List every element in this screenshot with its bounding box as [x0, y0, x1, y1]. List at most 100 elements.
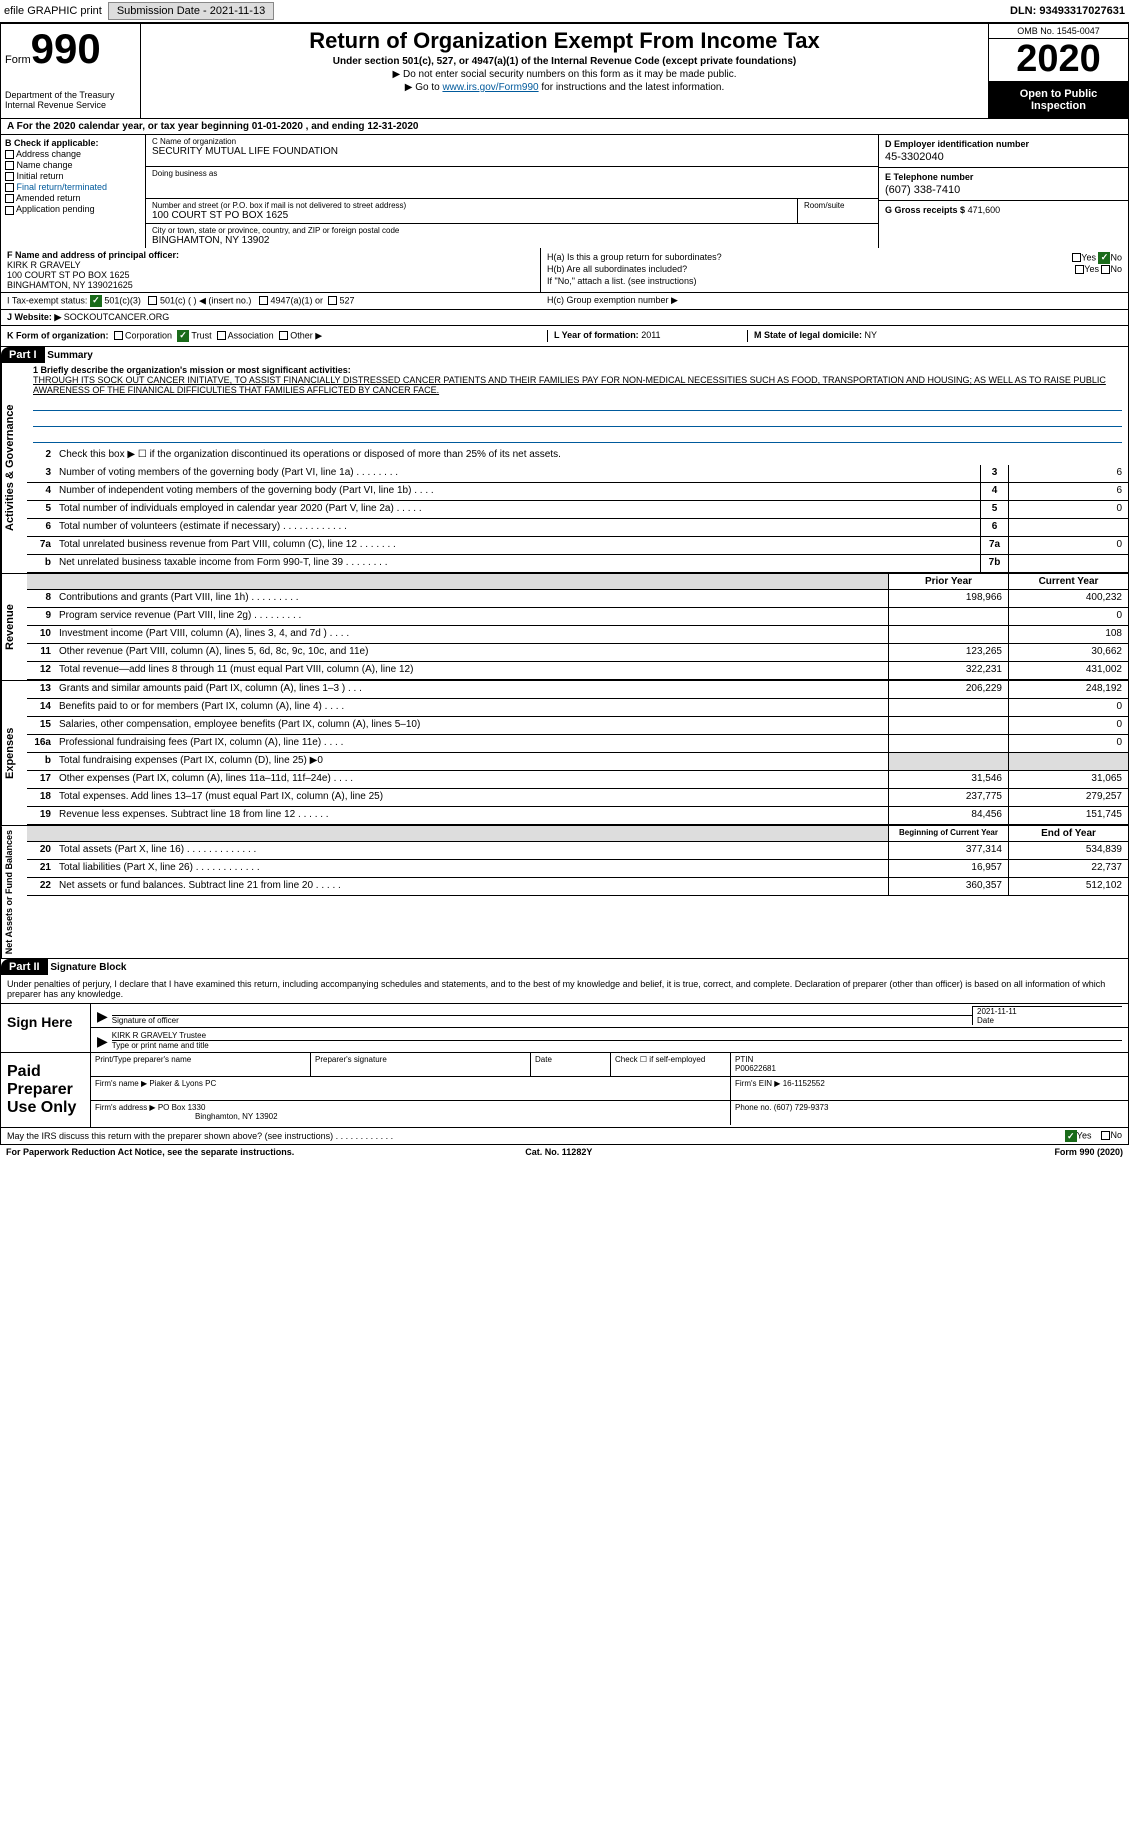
form990-link[interactable]: www.irs.gov/Form990: [442, 82, 538, 93]
prep-date-label: Date: [531, 1053, 611, 1076]
check-trust[interactable]: ✓: [177, 330, 189, 342]
hb-row: H(b) Are all subordinates included? Yes …: [547, 264, 1122, 274]
part1-header: Part I: [1, 347, 45, 363]
eoy-header: End of Year: [1008, 826, 1128, 841]
discuss-text: May the IRS discuss this return with the…: [7, 1131, 1065, 1141]
row-j: J Website: ▶ SOCKOUTCANCER.ORG: [0, 310, 1129, 326]
year-formation: 2011: [641, 330, 660, 340]
sign-here-label: Sign Here: [1, 1004, 91, 1052]
check-amended-return[interactable]: Amended return: [5, 193, 141, 203]
arrow-icon: ▶: [97, 1008, 108, 1025]
period-row: A For the 2020 calendar year, or tax yea…: [0, 119, 1129, 135]
mission-text: THROUGH ITS SOCK OUT CANCER INITIATVE, T…: [33, 375, 1122, 395]
line-9: 9 Program service revenue (Part VIII, li…: [27, 608, 1128, 626]
paid-preparer-label: Paid Preparer Use Only: [1, 1053, 91, 1127]
submission-date-button[interactable]: Submission Date - 2021-11-13: [108, 2, 274, 20]
discuss-yes[interactable]: ✓: [1065, 1130, 1077, 1142]
check-4947[interactable]: [259, 296, 268, 305]
cat-no: Cat. No. 11282Y: [525, 1147, 592, 1157]
row-i: I Tax-exempt status: ✓ 501(c)(3) 501(c) …: [0, 293, 1129, 310]
line-b: b Total fundraising expenses (Part IX, c…: [27, 753, 1128, 771]
website: SOCKOUTCANCER.ORG: [64, 312, 170, 322]
org-city: BINGHAMTON, NY 13902: [152, 235, 872, 246]
form-word: Form: [5, 54, 31, 66]
check-assoc[interactable]: [217, 331, 226, 340]
bottom-line: For Paperwork Reduction Act Notice, see …: [0, 1145, 1129, 1159]
open-public: Open to Public Inspection: [989, 82, 1128, 118]
check-501c[interactable]: [148, 296, 157, 305]
self-employed[interactable]: Check ☐ if self-employed: [611, 1053, 731, 1076]
line-22: 22 Net assets or fund balances. Subtract…: [27, 878, 1128, 896]
check-initial-return[interactable]: Initial return: [5, 171, 141, 181]
sig-date: 2021-11-11: [977, 1007, 1017, 1016]
column-c: C Name of organization SECURITY MUTUAL L…: [146, 135, 878, 248]
ha-no[interactable]: ✓: [1098, 252, 1110, 264]
line-5: 5 Total number of individuals employed i…: [27, 501, 1128, 519]
name-label: C Name of organization: [152, 137, 872, 146]
dln: DLN: 93493317027631: [1010, 5, 1125, 17]
officer-name-title: KIRK R GRAVELY Trustee: [112, 1031, 206, 1040]
row-k: K Form of organization: Corporation ✓ Tr…: [0, 326, 1129, 347]
discuss-row: May the IRS discuss this return with the…: [0, 1128, 1129, 1145]
hb-yes[interactable]: [1075, 265, 1084, 274]
line-15: 15 Salaries, other compensation, employe…: [27, 717, 1128, 735]
line-20: 20 Total assets (Part X, line 16) . . . …: [27, 842, 1128, 860]
check-other[interactable]: [279, 331, 288, 340]
hb-note: If "No," attach a list. (see instruction…: [547, 276, 1122, 286]
line-16a: 16a Professional fundraising fees (Part …: [27, 735, 1128, 753]
print-name-label: Print/Type preparer's name: [91, 1053, 311, 1076]
part2-header: Part II: [1, 959, 48, 975]
part1-title: Summary: [47, 350, 93, 361]
check-corp[interactable]: [114, 331, 123, 340]
city-label: City or town, state or province, country…: [152, 226, 872, 235]
declaration: Under penalties of perjury, I declare th…: [1, 975, 1128, 1003]
check-527[interactable]: [328, 296, 337, 305]
gross-receipts: 471,600: [968, 205, 1001, 215]
form-header: Form 990 Department of the Treasury Inte…: [0, 23, 1129, 119]
instruction-2: ▶ Go to www.irs.gov/Form990 for instruct…: [149, 82, 980, 93]
boy-header: Beginning of Current Year: [888, 826, 1008, 841]
prep-sig-label: Preparer's signature: [311, 1053, 531, 1076]
ha-row: H(a) Is this a group return for subordin…: [547, 252, 1122, 262]
org-name: SECURITY MUTUAL LIFE FOUNDATION: [152, 146, 872, 157]
current-year-header: Current Year: [1008, 574, 1128, 589]
instruction-1: ▶ Do not enter social security numbers o…: [149, 69, 980, 80]
part-2: Part II Signature Block Under penalties …: [0, 959, 1129, 1128]
section-fgh: F Name and address of principal officer:…: [0, 248, 1129, 293]
line-19: 19 Revenue less expenses. Subtract line …: [27, 807, 1128, 825]
line-18: 18 Total expenses. Add lines 13–17 (must…: [27, 789, 1128, 807]
col-b-header: B Check if applicable:: [5, 138, 141, 148]
ptin: P00622681: [735, 1064, 776, 1073]
addr-label: Number and street (or P.O. box if mail i…: [152, 201, 791, 210]
ha-yes[interactable]: [1072, 253, 1081, 262]
form-subtitle: Under section 501(c), 527, or 4947(a)(1)…: [149, 56, 980, 67]
tax-year: 2020: [989, 39, 1128, 82]
header-mid: Return of Organization Exempt From Incom…: [141, 24, 988, 118]
i-label: I Tax-exempt status:: [7, 295, 87, 305]
top-bar: efile GRAPHIC print Submission Date - 20…: [0, 0, 1129, 23]
header-left: Form 990 Department of the Treasury Inte…: [1, 24, 141, 118]
line-13: 13 Grants and similar amounts paid (Part…: [27, 681, 1128, 699]
check-501c3[interactable]: ✓: [90, 295, 102, 307]
gross-label: G Gross receipts $: [885, 205, 965, 215]
line-10: 10 Investment income (Part VIII, column …: [27, 626, 1128, 644]
line-12: 12 Total revenue—add lines 8 through 11 …: [27, 662, 1128, 680]
firm-ein: 16-1152552: [783, 1079, 825, 1088]
department: Department of the Treasury Internal Reve…: [5, 90, 136, 110]
line-6: 6 Total number of volunteers (estimate i…: [27, 519, 1128, 537]
phone: (607) 338-7410: [885, 184, 1122, 196]
firm-addr2: Binghamton, NY 13902: [195, 1112, 278, 1121]
sig-officer-label: Signature of officer: [112, 1015, 972, 1025]
l-label: L Year of formation:: [554, 330, 639, 340]
check-address-change[interactable]: Address change: [5, 149, 141, 159]
firm-addr1: PO Box 1330: [158, 1103, 206, 1112]
k-label: K Form of organization:: [7, 330, 109, 340]
ein: 45-3302040: [885, 151, 1122, 163]
check-name-change[interactable]: Name change: [5, 160, 141, 170]
org-address: 100 COURT ST PO BOX 1625: [152, 210, 791, 221]
form-title: Return of Organization Exempt From Incom…: [149, 28, 980, 54]
check-final-return[interactable]: Final return/terminated: [5, 182, 141, 192]
check-application-pending[interactable]: Application pending: [5, 204, 141, 214]
line-3: 3 Number of voting members of the govern…: [27, 465, 1128, 483]
line-21: 21 Total liabilities (Part X, line 26) .…: [27, 860, 1128, 878]
